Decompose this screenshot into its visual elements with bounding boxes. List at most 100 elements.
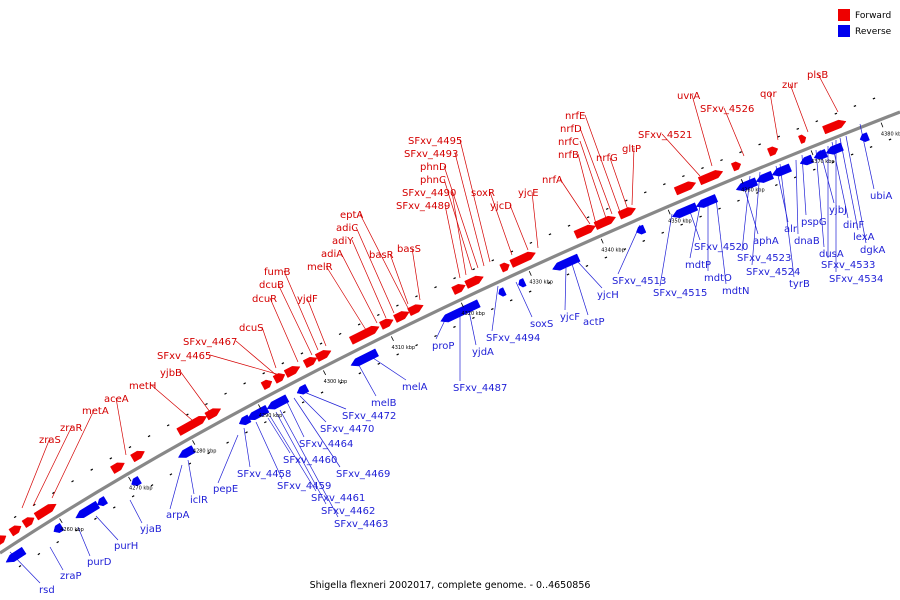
gene-label-mdtP[interactable]: mdtP bbox=[685, 260, 711, 271]
gene-label-SFxv_4526[interactable]: SFxv_4526 bbox=[700, 104, 754, 115]
gene-label-eptA[interactable]: eptA bbox=[340, 210, 363, 221]
gene-label-alr[interactable]: alr bbox=[784, 224, 798, 235]
gene-label-yjaB[interactable]: yjaB bbox=[140, 524, 162, 535]
gene-label-SFxv_4465[interactable]: SFxv_4465 bbox=[157, 351, 211, 362]
gene-label-melR[interactable]: melR bbox=[307, 262, 333, 273]
gene-label-SFxv_4515[interactable]: SFxv_4515 bbox=[653, 288, 707, 299]
gene-label-lexA[interactable]: lexA bbox=[853, 232, 875, 243]
gene-label-iclR[interactable]: iclR bbox=[190, 495, 208, 506]
gene-label-SFxv_4459[interactable]: SFxv_4459 bbox=[277, 481, 331, 492]
gene-label-SFxv_4533[interactable]: SFxv_4533 bbox=[821, 260, 875, 271]
gene-label-SFxv_4464[interactable]: SFxv_4464 bbox=[299, 439, 353, 450]
gene-label-purD[interactable]: purD bbox=[87, 557, 112, 568]
gene-label-zraR[interactable]: zraR bbox=[60, 423, 82, 434]
gene-label-soxR[interactable]: soxR bbox=[471, 188, 495, 199]
gene-label-SFxv_4534[interactable]: SFxv_4534 bbox=[829, 274, 883, 285]
gene-label-aphA[interactable]: aphA bbox=[753, 236, 779, 247]
gene-label-aceA[interactable]: aceA bbox=[104, 394, 129, 405]
gene-label-mdtO[interactable]: mdtO bbox=[704, 273, 732, 284]
gene-label-dinF[interactable]: dinF bbox=[843, 220, 864, 231]
gene-label-phnC[interactable]: phnC bbox=[420, 175, 446, 186]
gene-label-nrfE[interactable]: nrfE bbox=[565, 111, 585, 122]
reverse-gene-arrow bbox=[825, 142, 844, 155]
track-dashes bbox=[13, 97, 892, 568]
reverse-label-leader bbox=[564, 267, 567, 311]
gene-label-arpA[interactable]: arpA bbox=[166, 510, 190, 521]
gene-label-SFxv_4521[interactable]: SFxv_4521 bbox=[638, 130, 692, 141]
gene-label-nrfB[interactable]: nrfB bbox=[558, 150, 579, 161]
forward-gene-arrow bbox=[730, 161, 742, 172]
gene-label-SFxv_4495[interactable]: SFxv_4495 bbox=[408, 136, 462, 147]
gene-label-SFxv_4463[interactable]: SFxv_4463 bbox=[334, 519, 388, 530]
gene-label-adiY[interactable]: adiY bbox=[332, 236, 354, 247]
gene-label-SFxv_4493[interactable]: SFxv_4493 bbox=[404, 149, 458, 160]
gene-label-yjbB[interactable]: yjbB bbox=[160, 368, 182, 379]
gene-label-SFxv_4524[interactable]: SFxv_4524 bbox=[746, 267, 800, 278]
gene-label-qor[interactable]: qor bbox=[760, 89, 777, 100]
forward-label-leader bbox=[723, 107, 745, 157]
gene-label-basR[interactable]: basR bbox=[369, 250, 394, 261]
reverse-gene-arrow bbox=[75, 500, 101, 519]
gene-label-purH[interactable]: purH bbox=[114, 541, 138, 552]
gene-label-plsB[interactable]: plsB bbox=[807, 70, 828, 81]
gene-label-dcuR[interactable]: dcuR bbox=[252, 294, 277, 305]
gene-label-rsd[interactable]: rsd bbox=[39, 585, 55, 596]
gene-label-fumB[interactable]: fumB bbox=[264, 267, 291, 278]
gene-label-gltP[interactable]: gltP bbox=[622, 144, 641, 155]
gene-label-soxS[interactable]: soxS bbox=[530, 319, 553, 330]
gene-label-SFxv_4490[interactable]: SFxv_4490 bbox=[402, 188, 456, 199]
gene-label-adiA[interactable]: adiA bbox=[321, 249, 343, 260]
gene-label-pspG[interactable]: pspG bbox=[801, 217, 827, 228]
gene-label-actP[interactable]: actP bbox=[583, 317, 605, 328]
gene-label-nrfG[interactable]: nrfG bbox=[596, 153, 618, 164]
gene-label-pepE[interactable]: pepE bbox=[213, 484, 238, 495]
gene-label-zraS[interactable]: zraS bbox=[39, 435, 61, 446]
gene-label-SFxv_4470[interactable]: SFxv_4470 bbox=[320, 424, 374, 435]
gene-label-yjdF[interactable]: yjdF bbox=[297, 294, 318, 305]
gene-label-SFxv_4487[interactable]: SFxv_4487 bbox=[453, 383, 507, 394]
gene-label-nrfA[interactable]: nrfA bbox=[542, 175, 563, 186]
gene-label-SFxv_4494[interactable]: SFxv_4494 bbox=[486, 333, 540, 344]
gene-label-mdtN[interactable]: mdtN bbox=[722, 286, 750, 297]
gene-label-basS[interactable]: basS bbox=[397, 244, 421, 255]
gene-label-yjcE[interactable]: yjcE bbox=[518, 188, 539, 199]
gene-label-SFxv_4513[interactable]: SFxv_4513 bbox=[612, 276, 666, 287]
gene-label-tyrB[interactable]: tyrB bbox=[789, 279, 810, 290]
gene-label-nrfC[interactable]: nrfC bbox=[558, 137, 579, 148]
track-dash bbox=[834, 112, 838, 115]
gene-label-SFxv_4461[interactable]: SFxv_4461 bbox=[311, 493, 365, 504]
forward-label-leader bbox=[459, 139, 491, 263]
gene-label-adiC[interactable]: adiC bbox=[336, 223, 358, 234]
gene-label-metA[interactable]: metA bbox=[82, 406, 109, 417]
gene-label-yjcH[interactable]: yjcH bbox=[597, 290, 619, 301]
gene-label-SFxv_4458[interactable]: SFxv_4458 bbox=[237, 469, 291, 480]
gene-label-phnD[interactable]: phnD bbox=[420, 162, 447, 173]
gene-label-dcuS[interactable]: dcuS bbox=[239, 323, 264, 334]
gene-label-zur[interactable]: zur bbox=[782, 80, 799, 91]
gene-label-metH[interactable]: metH bbox=[129, 381, 156, 392]
gene-label-dnaB[interactable]: dnaB bbox=[794, 236, 820, 247]
gene-label-SFxv_4489[interactable]: SFxv_4489 bbox=[396, 201, 450, 212]
gene-label-nrfD[interactable]: nrfD bbox=[560, 124, 582, 135]
gene-label-SFxv_4467[interactable]: SFxv_4467 bbox=[183, 337, 237, 348]
gene-label-dusA[interactable]: dusA bbox=[819, 249, 844, 260]
gene-label-SFxv_4460[interactable]: SFxv_4460 bbox=[283, 455, 337, 466]
gene-label-melA[interactable]: melA bbox=[402, 382, 428, 393]
gene-label-yjbJ[interactable]: yjbJ bbox=[829, 205, 847, 216]
gene-label-ubiA[interactable]: ubiA bbox=[870, 191, 892, 202]
gene-label-yjcF[interactable]: yjcF bbox=[560, 312, 580, 323]
gene-label-SFxv_4469[interactable]: SFxv_4469 bbox=[336, 469, 390, 480]
gene-label-dcuB[interactable]: dcuB bbox=[259, 280, 284, 291]
gene-label-SFxv_4523[interactable]: SFxv_4523 bbox=[737, 253, 791, 264]
gene-label-yjcD[interactable]: yjcD bbox=[490, 201, 512, 212]
track-dash bbox=[320, 391, 324, 394]
gene-label-uvrA[interactable]: uvrA bbox=[677, 91, 700, 102]
gene-label-yjdA[interactable]: yjdA bbox=[472, 347, 494, 358]
gene-label-melB[interactable]: melB bbox=[371, 398, 397, 409]
gene-label-SFxv_4472[interactable]: SFxv_4472 bbox=[342, 411, 396, 422]
gene-label-dgkA[interactable]: dgkA bbox=[860, 245, 885, 256]
gene-label-zraP[interactable]: zraP bbox=[60, 571, 82, 582]
gene-label-proP[interactable]: proP bbox=[432, 341, 454, 352]
gene-label-SFxv_4462[interactable]: SFxv_4462 bbox=[321, 506, 375, 517]
gene-label-SFxv_4520[interactable]: SFxv_4520 bbox=[694, 242, 748, 253]
